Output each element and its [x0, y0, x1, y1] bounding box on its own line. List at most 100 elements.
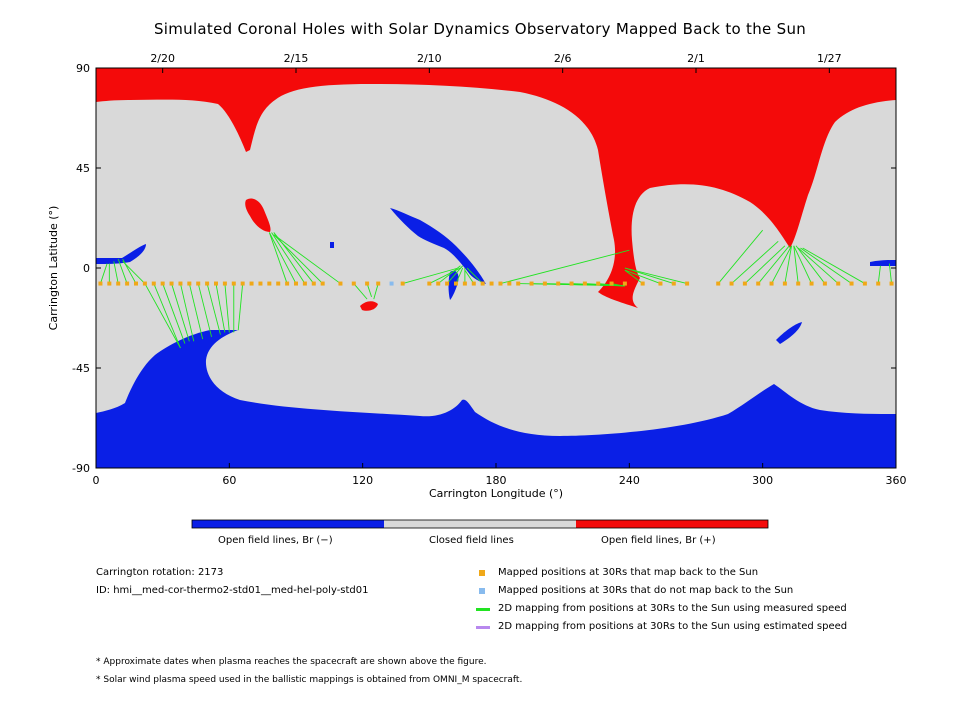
mapping-line	[793, 245, 812, 284]
x-tick-label: 180	[486, 474, 507, 487]
mapped-point	[214, 281, 218, 286]
mapping-line	[877, 265, 881, 284]
mapped-point	[351, 281, 356, 286]
mapped-point	[809, 281, 814, 286]
footnote-2: * Solar wind plasma speed used in the ba…	[96, 675, 523, 685]
mapped-point	[516, 281, 521, 286]
mapped-point	[782, 281, 787, 286]
x-tick-label: 360	[886, 474, 907, 487]
y-tick-label: -45	[72, 362, 90, 375]
mapped-point	[294, 281, 298, 286]
mapped-point	[609, 281, 614, 286]
legend-line-swatch	[476, 608, 490, 611]
mapping-line	[624, 267, 688, 284]
mapping-line	[215, 283, 226, 333]
mapping-line	[731, 240, 779, 284]
y-axis-label: Carrington Latitude (°)	[47, 206, 60, 331]
mapped-point	[151, 281, 156, 286]
mapping-line	[795, 245, 826, 284]
mapped-point	[582, 281, 587, 286]
mapping-line	[224, 283, 230, 333]
mapped-point	[480, 281, 485, 286]
legend-label: 2D mapping from positions at 30Rs to the…	[498, 603, 847, 614]
mapping-line	[717, 229, 764, 284]
mapping-line	[373, 283, 379, 300]
mapped-point	[222, 281, 227, 286]
mapping-line	[464, 269, 475, 284]
mapping-line	[162, 283, 186, 344]
mapped-point	[462, 281, 467, 286]
mapped-point	[862, 281, 867, 286]
mapped-point	[142, 281, 147, 286]
mapping-line	[402, 267, 459, 284]
mapping-line	[429, 267, 461, 284]
colorbar-frame	[191, 519, 769, 529]
legend-label: Mapped positions at 30Rs that do not map…	[498, 585, 794, 596]
mapped-point	[365, 281, 370, 286]
mapping-line	[800, 247, 852, 284]
positive-polar-hole	[96, 68, 896, 308]
mapped-point	[716, 281, 721, 286]
positive-hole-small-2	[360, 301, 378, 311]
mapping-line	[437, 265, 461, 284]
mapping-line	[366, 283, 372, 298]
mapped-point	[302, 281, 307, 286]
mapped-point	[489, 281, 494, 286]
mapping-line	[500, 249, 630, 284]
mapping-line	[153, 283, 181, 349]
negative-hole-mid-2	[448, 270, 459, 300]
mapped-point	[685, 281, 690, 286]
mapped-point	[889, 281, 894, 286]
mapped-point	[134, 281, 138, 286]
mapped-point	[231, 281, 236, 286]
top-date-label: 2/20	[150, 52, 175, 65]
mapped-point	[249, 281, 254, 286]
mapping-line	[273, 234, 341, 284]
mapping-line	[273, 234, 323, 284]
mapping-line	[171, 283, 190, 342]
mapped-point	[622, 281, 627, 286]
legend-label: 2D mapping from positions at 30Rs to the…	[498, 621, 848, 632]
mapping-line	[793, 245, 799, 284]
top-date-label: 2/10	[417, 52, 442, 65]
x-tick-label: 300	[752, 474, 773, 487]
mapped-point	[796, 281, 801, 286]
mapping-line	[237, 283, 244, 331]
x-tick-label: 240	[619, 474, 640, 487]
mapping-line	[117, 258, 128, 284]
mapped-point	[769, 281, 774, 286]
mapped-point	[427, 281, 432, 286]
mapping-line	[100, 263, 108, 284]
mapped-point	[671, 281, 676, 286]
mapped-point	[836, 281, 841, 286]
x-axis-label: Carrington Longitude (°)	[429, 487, 563, 500]
mapped-point	[376, 281, 381, 286]
mapped-point	[98, 281, 103, 286]
mapped-point	[178, 281, 183, 286]
mapped-point	[400, 281, 405, 286]
mapped-point	[556, 281, 561, 286]
mapping-line	[624, 269, 661, 284]
mapped-point	[285, 281, 290, 286]
mapped-point	[498, 281, 503, 286]
mapped-point	[276, 281, 281, 286]
mapped-point	[822, 281, 827, 286]
top-date-label: 1/27	[817, 52, 842, 65]
mapping-line	[113, 261, 119, 284]
mapped-point	[596, 281, 601, 286]
mapping-line	[206, 283, 221, 335]
mapping-line	[624, 267, 674, 284]
colorbar-label-closed: Closed field lines	[429, 535, 514, 546]
mapping-line	[188, 283, 204, 340]
negative-hole-small-left	[96, 244, 146, 264]
mapping-line	[455, 267, 464, 284]
mapped-point	[742, 281, 747, 286]
mapped-point	[160, 281, 165, 286]
mapping-line	[757, 245, 790, 284]
x-tick-label: 60	[222, 474, 236, 487]
mapped-point	[542, 281, 547, 286]
mapping-line	[268, 232, 288, 284]
mapped-point	[240, 281, 245, 286]
mapped-point	[187, 281, 192, 286]
